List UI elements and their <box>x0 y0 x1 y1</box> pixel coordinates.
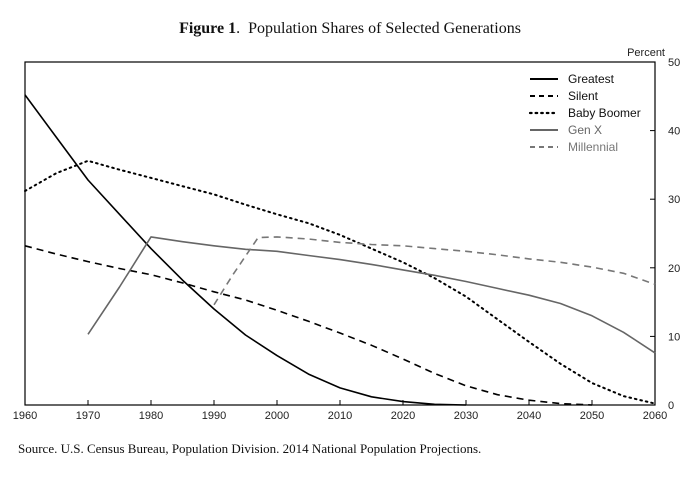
plot-border <box>24 61 656 406</box>
x-tick-label-1990: 1990 <box>202 410 226 422</box>
series-line-greatest <box>24 94 467 406</box>
x-tick-label-2040: 2040 <box>517 410 541 422</box>
axes-layer: 1960 1970 1980 1990 2000 2010 2020 2030 2040 2050… <box>13 47 680 422</box>
y-axis-label: Percent <box>627 47 665 59</box>
x-tick-label-1960: 1960 <box>13 410 37 422</box>
series-line-silent <box>24 245 593 406</box>
x-tick-label-2020: 2020 <box>391 410 415 422</box>
series-line-gen-x <box>87 236 656 354</box>
y-tick-label-0: 0 <box>668 400 674 412</box>
legend-label-millennial: Millennial <box>568 140 618 154</box>
chart-title: Figure 1. Population Shares of Selected … <box>179 20 521 37</box>
source-note: Source. U.S. Census Bureau, Population D… <box>18 441 482 456</box>
x-tick-label-1980: 1980 <box>139 410 163 422</box>
legend-label-gen-x: Gen X <box>568 123 602 137</box>
series-line-baby-boomer <box>24 159 656 405</box>
series-line-millennial <box>213 236 656 306</box>
x-tick-label-2000: 2000 <box>265 410 289 422</box>
legend-label-greatest: Greatest <box>568 72 615 86</box>
series-layer <box>24 94 656 406</box>
legend: Greatest Silent Baby Boomer Gen X Millennial <box>528 72 641 154</box>
legend-label-baby-boomer: Baby Boomer <box>568 106 641 120</box>
y-tick-label-50: 50 <box>668 57 680 69</box>
x-tick-label-2010: 2010 <box>328 410 352 422</box>
title-text: Population Shares of Selected Generation… <box>248 20 521 37</box>
legend-label-silent: Silent <box>568 89 599 103</box>
x-tick-label-2060: 2060 <box>643 410 667 422</box>
plot-frame <box>24 61 656 406</box>
x-tick-label-2030: 2030 <box>454 410 478 422</box>
y-tick-label-30: 30 <box>668 194 680 206</box>
x-tick-label-2050: 2050 <box>580 410 604 422</box>
y-tick-label-10: 10 <box>668 331 680 343</box>
x-tick-label-1970: 1970 <box>76 410 100 422</box>
y-tick-label-20: 20 <box>668 263 680 275</box>
y-tick-label-40: 40 <box>668 126 680 138</box>
figure-label: Figure 1 <box>179 20 237 37</box>
